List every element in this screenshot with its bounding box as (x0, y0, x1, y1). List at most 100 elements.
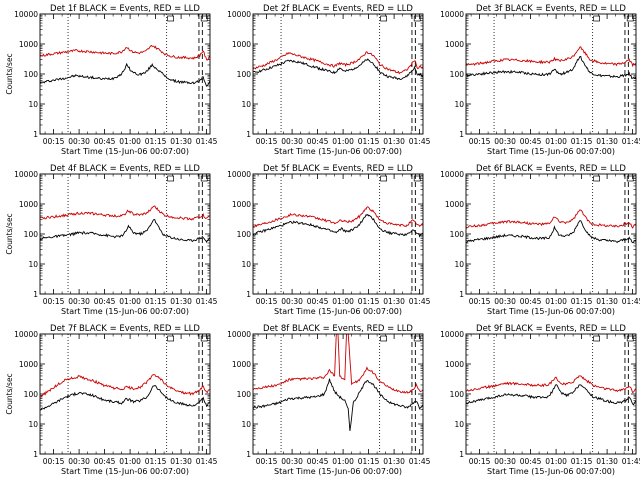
marker-box (380, 335, 387, 342)
x-tick-label: 01:15 (358, 297, 380, 306)
marker-box (626, 335, 634, 342)
x-tick-label: 01:15 (358, 137, 380, 146)
y-tick-label: 1 (246, 130, 251, 139)
y-tick-label: 10000 (14, 170, 38, 179)
marker-box (167, 175, 174, 182)
y-axis-label: Counts/sec (5, 373, 14, 414)
panel-title: Det 1f BLACK = Events, RED = LLD (50, 4, 200, 14)
series-line-lld (40, 44, 210, 61)
plot-frame (465, 173, 637, 295)
y-tick-label: 1 (459, 130, 464, 139)
y-axis-label: Counts/sec (5, 213, 14, 254)
x-tick-label: 00:15 (256, 137, 278, 146)
y-tick-label: 100 (24, 390, 39, 399)
series-line-lld (466, 209, 636, 229)
y-tick-label: 100 (450, 70, 465, 79)
x-tick-label: 01:00 (545, 457, 567, 466)
panel-title: Det 6f BLACK = Events, RED = LLD (476, 164, 626, 174)
y-tick-label: 10000 (227, 10, 251, 19)
x-tick-label: 01:15 (358, 457, 380, 466)
marker-box (413, 335, 421, 342)
series-line-lld (40, 205, 210, 221)
y-tick-label: 100 (24, 230, 39, 239)
x-axis-label: Start Time (15-Jun-06 00:07:00) (274, 147, 402, 156)
y-tick-label: 1000 (19, 360, 38, 369)
x-tick-label: 01:15 (145, 137, 167, 146)
x-tick-label: 00:30 (68, 457, 90, 466)
y-tick-label: 10 (241, 260, 251, 269)
y-tick-label: 10 (454, 260, 464, 269)
series-line-lld (253, 206, 423, 228)
y-tick-label: 1 (459, 450, 464, 459)
x-tick-label: 00:30 (281, 297, 303, 306)
y-tick-label: 10000 (440, 10, 464, 19)
series-line-events (40, 62, 210, 87)
x-tick-label: 01:30 (170, 137, 192, 146)
x-tick-label: 01:30 (596, 297, 618, 306)
y-tick-label: 10 (28, 420, 38, 429)
panel-3: Det 3f BLACK = Events, RED = LLD 1 10 100 10… (440, 4, 640, 156)
plot-frame (252, 13, 424, 135)
marker-box (200, 15, 208, 22)
y-tick-label: 1000 (445, 200, 464, 209)
y-tick-label: 1 (246, 450, 251, 459)
x-tick-label: 01:30 (170, 457, 192, 466)
x-tick-label: 00:15 (43, 137, 65, 146)
marker-box (380, 175, 387, 182)
plot-frame (252, 333, 424, 455)
x-axis-label: Start Time (15-Jun-06 00:07:00) (61, 147, 189, 156)
marker-box (380, 15, 387, 22)
x-tick-label: 00:30 (494, 137, 516, 146)
x-tick-label: 01:00 (332, 137, 354, 146)
x-tick-label: 01:00 (119, 297, 141, 306)
x-tick-label: 01:45 (622, 457, 640, 466)
marker-box (626, 175, 634, 182)
series-line-events (40, 385, 210, 411)
x-tick-label: 01:30 (596, 457, 618, 466)
series-line-events (40, 219, 210, 244)
y-tick-label: 10000 (227, 330, 251, 339)
series-line-events (466, 220, 636, 244)
marker-box (593, 15, 601, 22)
x-tick-label: 01:45 (409, 297, 431, 306)
y-tick-label: 1 (33, 130, 38, 139)
x-tick-label: 01:15 (571, 297, 593, 306)
x-tick-label: 00:45 (307, 297, 329, 306)
series-line-events (253, 378, 423, 431)
x-tick-label: 00:15 (469, 137, 491, 146)
marker-box (593, 335, 601, 342)
panel-title: Det 7f BLACK = Events, RED = LLD (50, 324, 200, 334)
x-tick-label: 00:45 (520, 137, 542, 146)
marker-box (200, 175, 208, 182)
y-tick-label: 100 (237, 70, 252, 79)
y-tick-label: 10 (241, 100, 251, 109)
y-tick-label: 10 (28, 260, 38, 269)
plot-frame (252, 173, 424, 295)
x-tick-label: 00:15 (43, 457, 65, 466)
y-tick-label: 100 (237, 230, 252, 239)
marker-box (593, 175, 601, 182)
x-tick-label: 01:15 (571, 457, 593, 466)
x-tick-label: 00:45 (94, 457, 116, 466)
panel-title: Det 8f BLACK = Events, RED = LLD (263, 324, 413, 334)
y-tick-label: 1000 (232, 200, 251, 209)
x-tick-label: 00:45 (520, 297, 542, 306)
x-tick-label: 01:00 (332, 297, 354, 306)
x-tick-label: 00:30 (68, 137, 90, 146)
y-tick-label: 1000 (19, 40, 38, 49)
y-tick-label: 1000 (445, 40, 464, 49)
panel-title: Det 5f BLACK = Events, RED = LLD (263, 164, 413, 174)
series-line-events (253, 213, 423, 238)
x-tick-label: 01:30 (383, 137, 405, 146)
series-line-events (466, 56, 636, 79)
series-line-lld (253, 334, 423, 394)
panel-7: Det 7f BLACK = Events, RED = LLD 1 10 100 10… (5, 324, 218, 476)
series-line-lld (40, 374, 210, 398)
x-tick-label: 00:15 (469, 297, 491, 306)
x-tick-label: 00:30 (494, 297, 516, 306)
x-tick-label: 01:45 (409, 457, 431, 466)
x-tick-label: 00:45 (94, 137, 116, 146)
y-tick-label: 1 (459, 290, 464, 299)
x-axis-label: Start Time (15-Jun-06 00:07:00) (274, 307, 402, 316)
y-tick-label: 100 (24, 70, 39, 79)
